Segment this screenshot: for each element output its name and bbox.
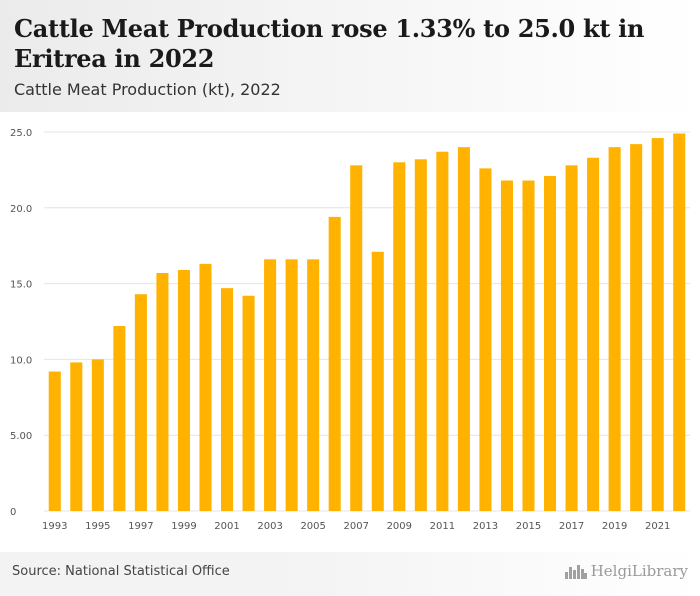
bar-2010[interactable] bbox=[414, 159, 427, 511]
bar-2006[interactable] bbox=[328, 216, 341, 511]
y-tick-label: 10.0 bbox=[10, 355, 32, 366]
x-tick-label: 2021 bbox=[645, 521, 670, 532]
bar-2019[interactable] bbox=[608, 147, 621, 511]
bar-2003[interactable] bbox=[264, 259, 277, 511]
brand-name: HelgiLibrary bbox=[590, 562, 688, 580]
bar-2008[interactable] bbox=[371, 251, 384, 511]
bar-1997[interactable] bbox=[134, 294, 147, 511]
brand-logo[interactable]: HelgiLibrary bbox=[564, 562, 688, 580]
x-tick-label: 2009 bbox=[387, 521, 412, 532]
bar-2018[interactable] bbox=[587, 157, 600, 511]
bar-1993[interactable] bbox=[48, 371, 61, 511]
bar-1994[interactable] bbox=[70, 362, 83, 511]
bar-1999[interactable] bbox=[177, 269, 190, 511]
x-tick-label: 1999 bbox=[171, 521, 196, 532]
bar-2017[interactable] bbox=[565, 165, 578, 511]
x-axis-labels: 1993 1995 1997 1999 2001 2003 2005 2007 2009 2011… bbox=[42, 521, 670, 532]
bar-2011[interactable] bbox=[436, 151, 449, 511]
x-tick-label: 2007 bbox=[344, 521, 369, 532]
bar-2014[interactable] bbox=[500, 180, 513, 511]
bar-2009[interactable] bbox=[393, 162, 406, 511]
chart-subtitle: Cattle Meat Production (kt), 2022 bbox=[14, 80, 281, 99]
bar-chart: 0 5.00 10.0 15.0 20.0 25.0 1993 1995 1997 1999 20… bbox=[10, 128, 690, 532]
x-tick-label: 2017 bbox=[559, 521, 584, 532]
grid-layer bbox=[44, 131, 690, 512]
bar-2016[interactable] bbox=[544, 175, 557, 511]
y-axis-labels: 0 5.00 10.0 15.0 20.0 25.0 bbox=[10, 128, 32, 518]
y-tick-label: 5.00 bbox=[10, 431, 32, 442]
header-band bbox=[0, 0, 700, 112]
bar-2012[interactable] bbox=[457, 147, 470, 511]
x-tick-label: 1997 bbox=[128, 521, 153, 532]
bar-1995[interactable] bbox=[91, 359, 104, 511]
chart-title: Cattle Meat Production rose 1.33% to 25.… bbox=[14, 14, 645, 73]
x-tick-label: 2003 bbox=[257, 521, 282, 532]
bar-2013[interactable] bbox=[479, 168, 492, 511]
bar-2015[interactable] bbox=[522, 180, 535, 511]
bar-2004[interactable] bbox=[285, 259, 298, 511]
bar-2002[interactable] bbox=[242, 295, 255, 511]
y-tick-label: 15.0 bbox=[10, 280, 32, 291]
bar-2022[interactable] bbox=[673, 133, 686, 511]
bar-2021[interactable] bbox=[651, 138, 664, 511]
city-skyline-icon bbox=[564, 565, 587, 579]
bar-2020[interactable] bbox=[630, 144, 643, 511]
y-tick-label: 25.0 bbox=[10, 128, 32, 139]
bar-1998[interactable] bbox=[156, 272, 169, 511]
x-tick-label: 2013 bbox=[473, 521, 498, 532]
bar-2001[interactable] bbox=[221, 288, 234, 511]
x-tick-label: 2015 bbox=[516, 521, 541, 532]
x-tick-label: 2019 bbox=[602, 521, 627, 532]
y-tick-label: 20.0 bbox=[10, 204, 32, 215]
x-tick-label: 2001 bbox=[214, 521, 239, 532]
bar-1996[interactable] bbox=[113, 326, 126, 511]
bar-layer bbox=[48, 133, 686, 511]
x-tick-label: 1995 bbox=[85, 521, 110, 532]
bar-2007[interactable] bbox=[350, 165, 363, 511]
y-tick-label: 0 bbox=[10, 507, 16, 518]
x-tick-label: 2005 bbox=[300, 521, 325, 532]
bar-2000[interactable] bbox=[199, 263, 212, 511]
bar-2005[interactable] bbox=[307, 259, 320, 511]
x-tick-label: 2011 bbox=[430, 521, 455, 532]
source-note: Source: National Statistical Office bbox=[12, 564, 230, 579]
x-tick-label: 1993 bbox=[42, 521, 67, 532]
